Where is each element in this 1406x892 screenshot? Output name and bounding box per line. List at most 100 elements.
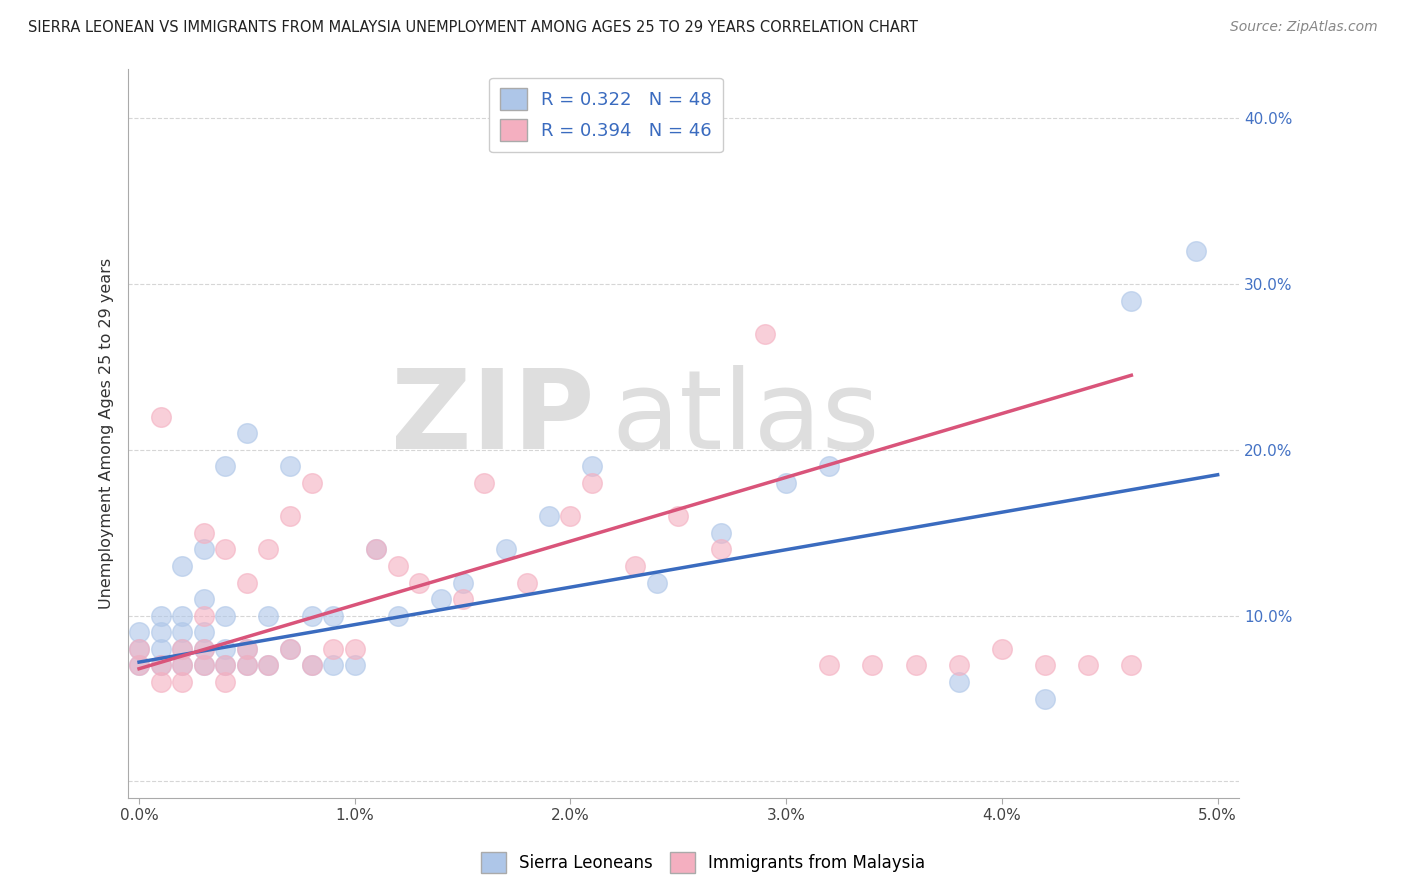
Point (430, 592, 453, 607)
Point (193, 641, 215, 656)
Point (948, 675, 970, 690)
Point (366, 542, 388, 557)
Point (214, 658, 236, 673)
Point (343, 641, 366, 656)
Point (257, 658, 280, 673)
Point (149, 641, 172, 656)
Point (149, 675, 172, 690)
Point (581, 459, 603, 474)
Point (149, 625, 172, 640)
Point (172, 608, 194, 623)
Text: Source: ZipAtlas.com: Source: ZipAtlas.com (1230, 20, 1378, 34)
Point (818, 459, 841, 474)
Point (214, 658, 236, 673)
Point (128, 658, 150, 673)
Point (301, 658, 323, 673)
Legend: Sierra Leoneans, Immigrants from Malaysia: Sierra Leoneans, Immigrants from Malaysi… (474, 846, 932, 880)
Point (451, 592, 474, 607)
Point (322, 641, 344, 656)
Point (1033, 691, 1056, 706)
Point (193, 592, 215, 607)
Point (214, 608, 236, 623)
Point (301, 476, 323, 491)
Point (257, 608, 280, 623)
Point (301, 608, 323, 623)
Point (236, 426, 259, 441)
Point (257, 542, 280, 557)
Point (236, 575, 259, 590)
Point (172, 641, 194, 656)
Point (149, 409, 172, 424)
Point (710, 542, 733, 557)
Point (278, 509, 301, 524)
Point (149, 658, 172, 673)
Point (214, 641, 236, 656)
Point (193, 658, 215, 673)
Point (322, 608, 344, 623)
Point (128, 641, 150, 656)
Point (193, 608, 215, 623)
Point (472, 476, 495, 491)
Point (128, 625, 150, 640)
Point (236, 658, 259, 673)
Point (904, 658, 927, 673)
Point (236, 658, 259, 673)
Point (172, 625, 194, 640)
Point (862, 658, 884, 673)
Point (193, 525, 215, 540)
Point (387, 608, 409, 623)
Point (193, 625, 215, 640)
Point (1033, 658, 1056, 673)
Point (257, 658, 280, 673)
Point (366, 542, 388, 557)
Point (666, 509, 689, 524)
Point (387, 558, 409, 573)
Point (1121, 293, 1143, 308)
Point (278, 641, 301, 656)
Point (343, 658, 366, 673)
Point (1077, 658, 1099, 673)
Point (172, 558, 194, 573)
Point (581, 476, 603, 491)
Point (754, 326, 776, 341)
Point (408, 575, 430, 590)
Point (236, 641, 259, 656)
Point (322, 658, 344, 673)
Point (624, 558, 647, 573)
Point (495, 542, 517, 557)
Point (128, 658, 150, 673)
Point (278, 459, 301, 474)
Point (172, 658, 194, 673)
Point (645, 575, 668, 590)
Point (775, 476, 797, 491)
Point (516, 575, 538, 590)
Point (214, 459, 236, 474)
Point (278, 641, 301, 656)
Text: ZIP: ZIP (391, 365, 595, 472)
Point (991, 641, 1014, 656)
Point (560, 509, 582, 524)
Point (128, 641, 150, 656)
Point (214, 542, 236, 557)
Point (172, 675, 194, 690)
Point (301, 658, 323, 673)
Point (214, 675, 236, 690)
Point (1185, 244, 1208, 258)
Point (948, 658, 970, 673)
Point (193, 641, 215, 656)
Point (710, 525, 733, 540)
Point (451, 575, 474, 590)
Point (149, 608, 172, 623)
Point (172, 658, 194, 673)
Point (149, 658, 172, 673)
Legend: R = 0.322   N = 48, R = 0.394   N = 46: R = 0.322 N = 48, R = 0.394 N = 46 (489, 78, 723, 153)
Point (172, 641, 194, 656)
Text: atlas: atlas (612, 365, 880, 472)
Point (193, 658, 215, 673)
Point (1121, 658, 1143, 673)
Point (537, 509, 560, 524)
Point (193, 542, 215, 557)
Y-axis label: Unemployment Among Ages 25 to 29 years: Unemployment Among Ages 25 to 29 years (100, 258, 114, 609)
Point (236, 641, 259, 656)
Point (818, 658, 841, 673)
